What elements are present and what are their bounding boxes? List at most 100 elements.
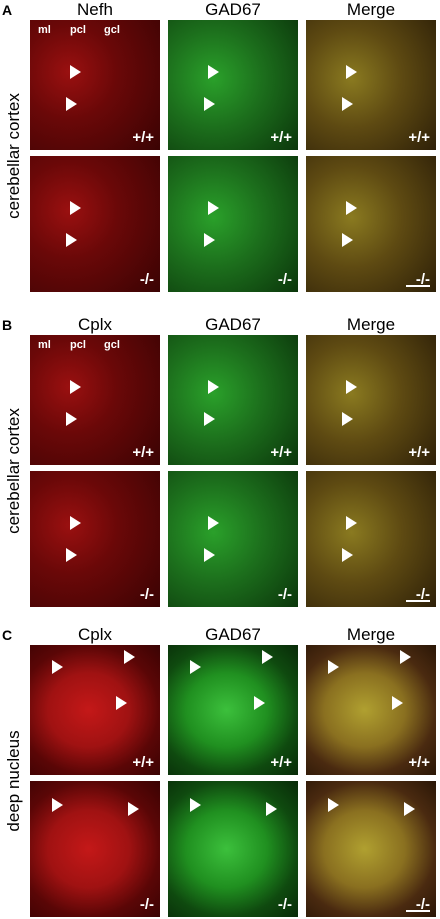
arrowhead [52, 798, 63, 812]
arrowhead [208, 201, 219, 215]
micrograph: +/+ [30, 645, 160, 775]
genotype-label: -/- [139, 896, 154, 913]
genotype-label: +/+ [270, 444, 292, 461]
genotype-label: -/- [139, 586, 154, 603]
arrowhead [66, 233, 77, 247]
overlay [342, 65, 357, 111]
arrowhead [208, 380, 219, 394]
overlay [204, 65, 219, 111]
genotype-label: +/+ [132, 129, 154, 146]
arrowhead [190, 798, 201, 812]
arrowhead [204, 412, 215, 426]
arrowhead [262, 650, 273, 664]
column-header: Cplx [77, 625, 112, 644]
arrowhead [204, 97, 215, 111]
arrowhead [70, 201, 81, 215]
genotype-label: -/- [277, 896, 292, 913]
overlay [342, 201, 430, 287]
micrograph: -/- [168, 781, 298, 917]
overlay [328, 798, 430, 912]
micrograph: +/+ [306, 20, 436, 150]
arrowhead [342, 412, 353, 426]
arrowhead [346, 65, 357, 79]
micrograph: -/- [306, 471, 436, 607]
arrowhead [328, 798, 339, 812]
genotype-label: -/- [415, 271, 430, 288]
micrograph: +/+ [168, 335, 298, 465]
micrograph: -/- [306, 156, 436, 292]
arrowhead [208, 516, 219, 530]
overlay [342, 380, 357, 426]
overlay [204, 201, 219, 247]
layer-label: pcl [70, 339, 86, 351]
arrowhead [70, 65, 81, 79]
layer-label: gcl [104, 339, 120, 351]
genotype-label: +/+ [270, 754, 292, 771]
side-label: deep nucleus [4, 730, 23, 832]
column-header: GAD67 [205, 0, 261, 19]
micrograph: -/- [30, 471, 160, 607]
arrowhead [346, 380, 357, 394]
arrowhead [346, 516, 357, 530]
genotype-label: -/- [277, 271, 292, 288]
arrowhead [346, 201, 357, 215]
micrograph: +/+ [306, 335, 436, 465]
arrowhead [70, 516, 81, 530]
layer-label: pcl [70, 24, 86, 36]
micrograph: +/+ [306, 645, 436, 775]
micrograph: -/- [306, 781, 436, 917]
arrowhead [392, 696, 403, 710]
genotype-label: +/+ [270, 129, 292, 146]
column-header: GAD67 [205, 625, 261, 644]
arrowhead [404, 802, 415, 816]
arrowhead [342, 233, 353, 247]
overlay [190, 798, 277, 816]
genotype-label: -/- [139, 271, 154, 288]
column-header: Merge [346, 0, 396, 19]
arrowhead [204, 548, 215, 562]
overlay [204, 516, 219, 562]
micrograph: -/- [168, 471, 298, 607]
micrograph: +/+ [30, 20, 160, 150]
arrowhead [190, 660, 201, 674]
overlay [66, 201, 81, 247]
panel-label: A [2, 2, 13, 18]
micrograph: +/+ [168, 645, 298, 775]
arrowhead [400, 650, 411, 664]
arrowhead [342, 97, 353, 111]
genotype-label: -/- [415, 586, 430, 603]
arrowhead [66, 548, 77, 562]
column-header: Merge [346, 315, 396, 334]
micrograph: -/- [30, 781, 160, 917]
arrowhead [204, 233, 215, 247]
genotype-label: +/+ [408, 444, 430, 461]
arrowhead [66, 412, 77, 426]
panel-label: C [2, 627, 13, 643]
arrowhead [342, 548, 353, 562]
overlay [204, 380, 219, 426]
overlay [66, 516, 81, 562]
genotype-label: -/- [277, 586, 292, 603]
column-header: Cplx [77, 315, 112, 334]
overlay [328, 650, 411, 710]
side-label: cerebellar cortex [4, 408, 23, 534]
arrowhead [116, 696, 127, 710]
arrowhead [70, 380, 81, 394]
arrowhead [266, 802, 277, 816]
arrowhead [66, 97, 77, 111]
overlay [190, 650, 273, 710]
arrowhead [124, 650, 135, 664]
overlay [342, 516, 430, 602]
genotype-label: -/- [415, 896, 430, 913]
micrograph: -/- [30, 156, 160, 292]
layer-label: ml [38, 339, 51, 351]
panel-label: B [2, 317, 13, 333]
overlay [66, 65, 81, 111]
column-header: GAD67 [205, 315, 261, 334]
genotype-label: +/+ [132, 444, 154, 461]
genotype-label: +/+ [408, 129, 430, 146]
column-header: Nefh [77, 0, 113, 19]
arrowhead [254, 696, 265, 710]
layer-label: ml [38, 24, 51, 36]
genotype-label: +/+ [408, 754, 430, 771]
